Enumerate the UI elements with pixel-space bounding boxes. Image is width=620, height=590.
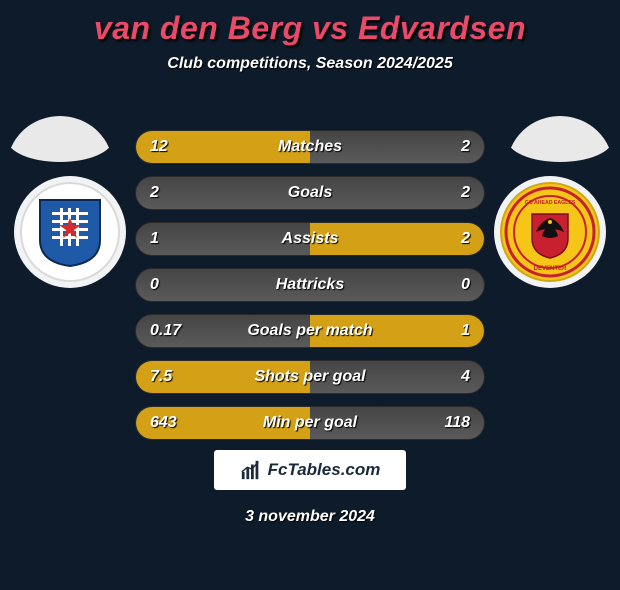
crest-left-text: PEC ZWOLLE [50, 203, 89, 209]
stat-row: 7.54Shots per goal [135, 360, 485, 394]
stat-row: 643118Min per goal [135, 406, 485, 440]
chart-icon [240, 459, 262, 481]
crest-right-text-bottom: DEVENTER [534, 266, 567, 272]
stat-row: 0.171Goals per match [135, 314, 485, 348]
stat-label: Shots per goal [136, 368, 484, 386]
stat-label: Matches [136, 138, 484, 156]
portrait-head-ellipse [7, 116, 113, 162]
club-crest-right: GO AHEAD EAGLES DEVENTER [500, 182, 600, 282]
stat-row: 22Goals [135, 176, 485, 210]
crest-left-svg: PEC ZWOLLE [32, 194, 108, 270]
stat-row: 00Hattricks [135, 268, 485, 302]
brand-box: FcTables.com [214, 450, 406, 490]
stat-label: Assists [136, 230, 484, 248]
stat-label: Hattricks [136, 276, 484, 294]
stat-row: 12Assists [135, 222, 485, 256]
stat-label: Min per goal [136, 414, 484, 432]
club-crest-left: PEC ZWOLLE [20, 182, 120, 282]
stat-label: Goals [136, 184, 484, 202]
crest-right-text-top: GO AHEAD EAGLES [525, 200, 576, 206]
date-text: 3 november 2024 [0, 508, 620, 526]
brand-text: FcTables.com [268, 460, 381, 480]
crest-right-svg: GO AHEAD EAGLES DEVENTER [504, 186, 596, 278]
subtitle: Club competitions, Season 2024/2025 [0, 55, 620, 73]
page-title: van den Berg vs Edvardsen [0, 10, 620, 47]
stat-label: Goals per match [136, 322, 484, 340]
stat-row: 122Matches [135, 130, 485, 164]
portrait-head-ellipse [507, 116, 613, 162]
stats-container: 122Matches 22Goals 12Assists 00Hattricks 0.1… [135, 130, 485, 452]
